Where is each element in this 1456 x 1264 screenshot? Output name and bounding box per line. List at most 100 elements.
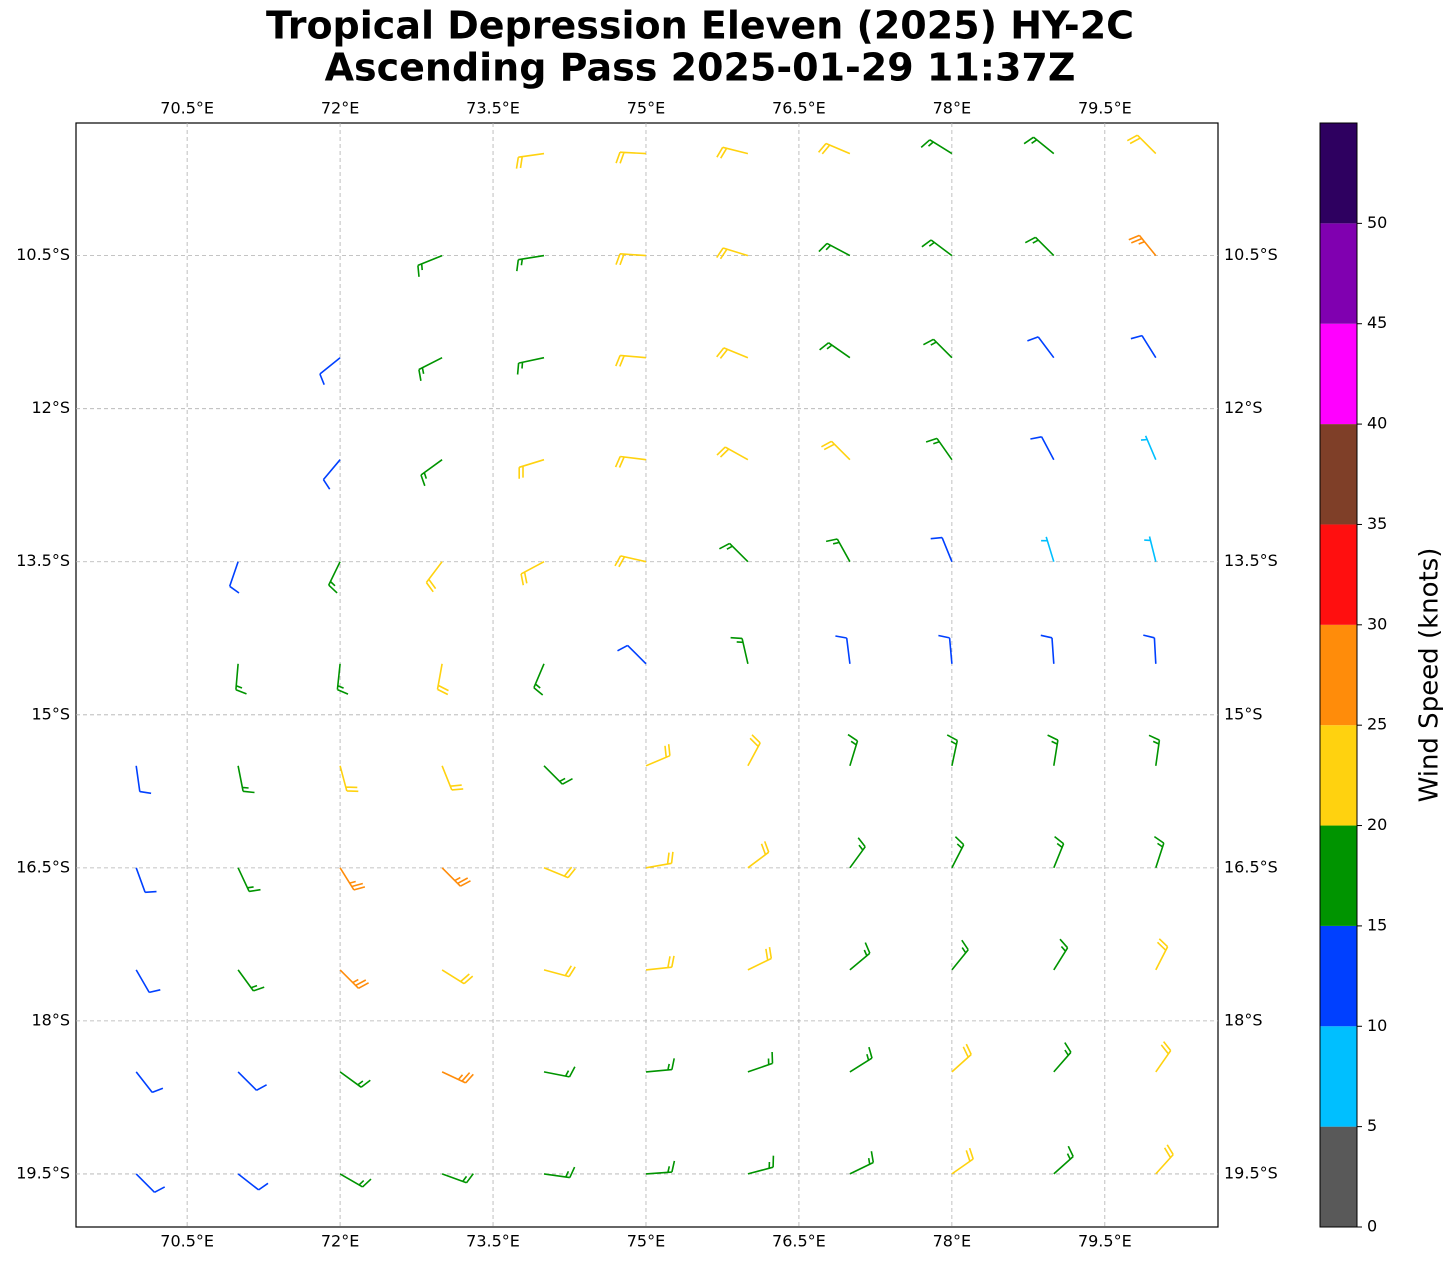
wind-barb <box>615 151 647 164</box>
wind-barb <box>849 942 871 971</box>
wind-barb <box>1047 734 1059 766</box>
wind-barb <box>420 459 443 487</box>
wind-barb <box>925 437 953 461</box>
x-tick-label: 79.5°E <box>1078 99 1132 118</box>
y-tick-label: 18°S <box>31 1010 70 1029</box>
y-tick-label: 16.5°S <box>1224 857 1278 876</box>
colorbar-tick-label: 35 <box>1367 514 1387 533</box>
colorbar-tick-label: 20 <box>1367 815 1387 834</box>
wind-barb <box>543 1066 576 1078</box>
x-tick-label: 73.5°E <box>466 1232 520 1251</box>
wind-barb <box>951 1147 974 1175</box>
wind-barb <box>847 733 859 767</box>
wind-barb <box>1130 334 1157 359</box>
colorbar-segment <box>1320 624 1357 726</box>
wind-barb <box>716 446 749 461</box>
wind-barb <box>339 867 366 891</box>
colorbar-segment <box>1320 323 1357 425</box>
wind-barb <box>615 253 647 266</box>
wind-barb <box>817 142 851 155</box>
wind-barb <box>1155 1041 1172 1073</box>
wind-barb <box>1024 236 1055 257</box>
wind-barb <box>747 1051 774 1073</box>
colorbar-segment <box>1320 223 1357 324</box>
x-tick-label: 72°E <box>321 99 359 118</box>
wind-barb <box>1053 938 1069 971</box>
wind-barb <box>441 867 471 887</box>
wind-barb <box>543 866 576 879</box>
wind-barb <box>1053 1042 1072 1073</box>
wind-barb <box>339 765 359 793</box>
wind-barb <box>951 1043 972 1073</box>
colorbar-tick-label: 25 <box>1367 715 1387 734</box>
colorbar-tick-label: 50 <box>1367 213 1387 232</box>
wind-barb <box>1148 734 1161 766</box>
wind-barb <box>135 867 157 894</box>
wind-barb <box>1140 435 1157 461</box>
wind-barb <box>425 561 443 593</box>
colorbar-segment <box>1320 825 1357 926</box>
colorbar-tick-label: 40 <box>1367 414 1387 433</box>
wind-barb <box>747 1155 775 1175</box>
colorbar-tick-label: 0 <box>1367 1217 1377 1236</box>
wind-barb <box>441 969 474 985</box>
wind-barb <box>615 354 647 367</box>
wind-barb <box>946 734 959 766</box>
x-tick-label: 79.5°E <box>1078 1232 1132 1251</box>
wind-barb <box>518 458 545 479</box>
x-tick-label: 76.5°E <box>772 1232 826 1251</box>
wind-barb <box>747 946 773 971</box>
wind-barb <box>543 765 573 785</box>
colorbar-segment <box>1320 424 1357 525</box>
wind-barb <box>1126 134 1157 155</box>
y-tick-label: 12°S <box>1224 398 1263 417</box>
x-tick-label: 75°E <box>627 1232 665 1251</box>
wind-barb <box>747 841 770 869</box>
wind-barb <box>923 338 953 359</box>
wind-barb <box>1023 136 1055 155</box>
colorbar-frame <box>1319 122 1358 1228</box>
wind-barb <box>520 560 545 586</box>
colorbar-segment <box>1320 725 1357 826</box>
wind-barb <box>228 561 240 594</box>
wind-barb <box>645 744 671 767</box>
wind-barb <box>930 536 953 563</box>
wind-barb <box>835 635 851 664</box>
wind-barb <box>821 440 851 461</box>
wind-barb <box>327 561 341 594</box>
wind-barb <box>849 1151 875 1175</box>
wind-barb <box>716 146 749 159</box>
wind-barb <box>319 357 341 385</box>
x-tick-label: 72°E <box>321 1232 359 1251</box>
colorbar-tick-label: 15 <box>1367 915 1387 934</box>
wind-barb <box>645 955 675 971</box>
x-tick-label: 75°E <box>627 99 665 118</box>
wind-barb <box>237 1071 267 1092</box>
wind-barb <box>1155 1144 1174 1175</box>
y-tick-label: 10.5°S <box>16 245 70 264</box>
wind-barb <box>135 1173 166 1194</box>
wind-barb <box>747 734 761 767</box>
colorbar-tick-label: 30 <box>1367 614 1387 633</box>
wind-barb <box>322 459 341 490</box>
wind-barb <box>237 867 261 893</box>
y-tick-label: 15°S <box>1224 704 1263 723</box>
wind-barb <box>237 765 255 794</box>
wind-barb <box>825 538 851 563</box>
wind-barb <box>135 969 161 994</box>
y-tick-label: 19.5°S <box>1224 1163 1278 1182</box>
wind-barb <box>818 242 851 257</box>
wind-barb <box>441 1071 474 1084</box>
y-tick-label: 13.5°S <box>16 551 70 570</box>
colorbar-segment <box>1320 1126 1357 1227</box>
wind-barb <box>1053 1145 1074 1175</box>
x-tick-label: 70.5°E <box>160 1232 214 1251</box>
map-frame <box>75 122 1219 1228</box>
wind-barb <box>1053 835 1065 869</box>
wind-barb <box>543 965 576 978</box>
wind-barb <box>645 1058 675 1073</box>
wind-barb <box>617 644 647 665</box>
colorbar-tick-label: 10 <box>1367 1016 1387 1035</box>
y-tick-label: 16.5°S <box>16 857 70 876</box>
wind-barb <box>441 765 464 791</box>
